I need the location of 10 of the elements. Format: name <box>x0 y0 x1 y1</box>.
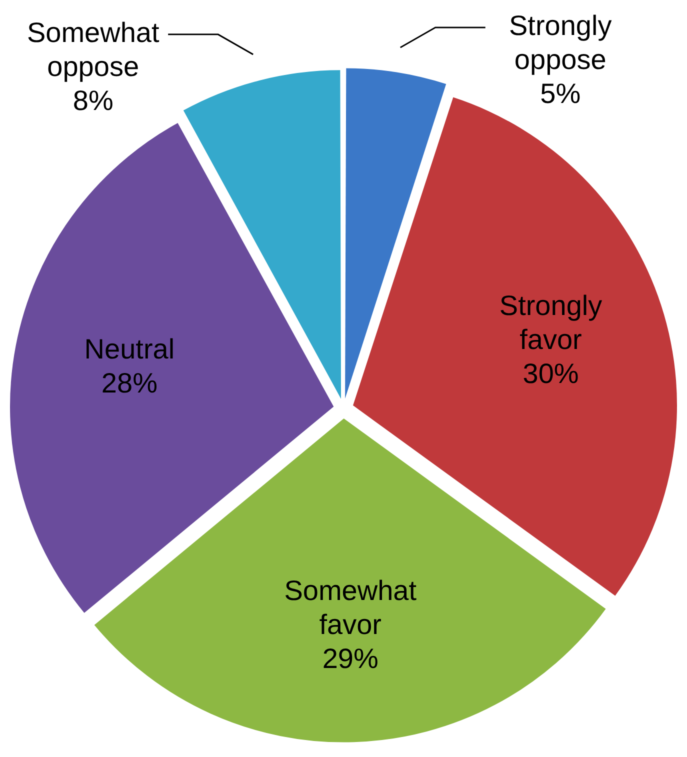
slice-label: Somewhat oppose <box>26 17 160 82</box>
data-label: 8% <box>72 85 114 116</box>
data-label: 5% <box>540 78 581 110</box>
data-label: 30% <box>522 358 579 389</box>
data-label: 29% <box>322 643 378 674</box>
slice-label: Somewhat favor <box>284 575 417 640</box>
slice-label: Neutral <box>84 333 175 364</box>
slice-label: Strongly favor <box>499 290 602 355</box>
data-label: 28% <box>101 367 158 398</box>
slice-label: Strongly oppose <box>509 10 612 76</box>
